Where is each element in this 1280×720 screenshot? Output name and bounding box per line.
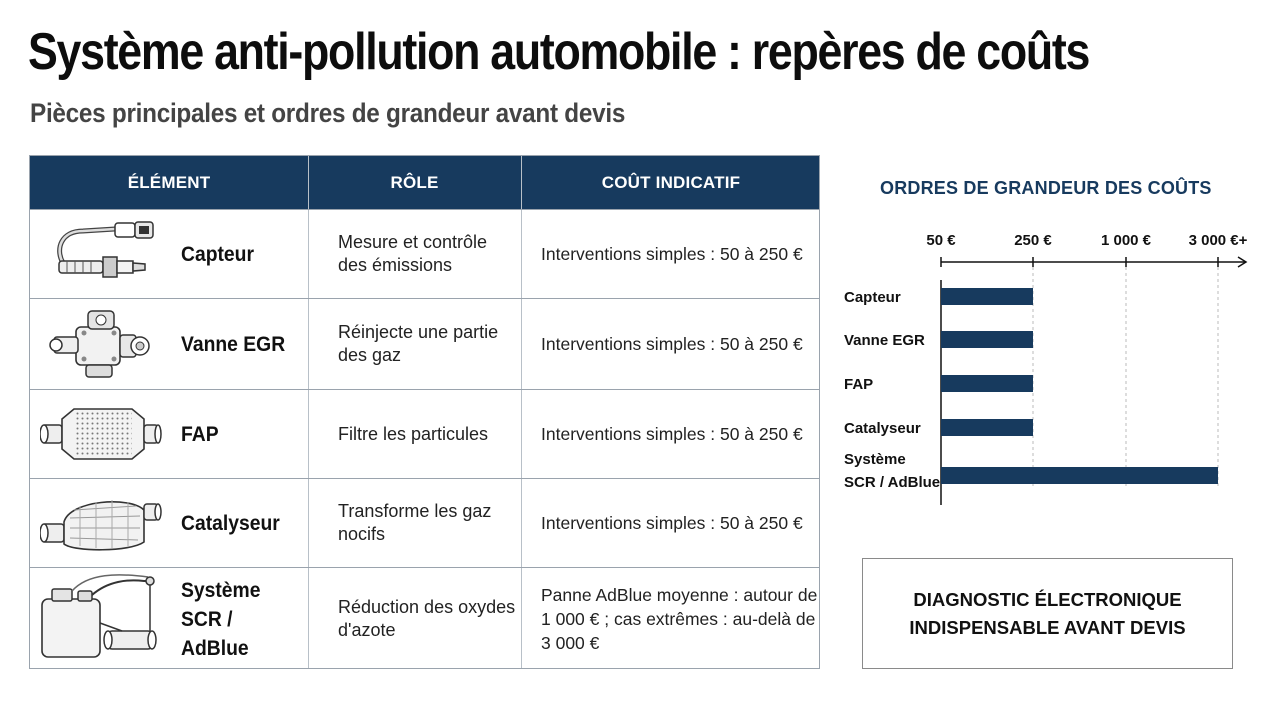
cost-table: ÉLÉMENT RÔLE COÛT INDICATIF Capteur Mesu… <box>29 155 820 669</box>
scr-adblue-system-icon <box>38 568 163 670</box>
row-name: FAP <box>181 422 219 446</box>
chart-tick-label: 50 € <box>926 232 956 249</box>
row-role: Réduction des oxydes d'azote <box>338 597 516 640</box>
column-divider <box>308 156 309 668</box>
row-role: Filtre les particules <box>338 423 489 444</box>
chart-tick-label: 3 000 €+ <box>1189 232 1248 249</box>
row-name: Capteur <box>181 242 255 266</box>
header-cost: COÛT INDICATIF <box>601 173 741 192</box>
chart-tick-label: 250 € <box>1014 232 1052 249</box>
row-name: Système SCR / AdBlue <box>181 578 261 660</box>
catalytic-converter-icon <box>38 479 163 567</box>
chart-bar <box>941 288 1033 305</box>
row-role: Transforme les gaz nocifs <box>338 501 492 544</box>
particle-filter-icon <box>38 390 163 478</box>
header-role: RÔLE <box>390 173 439 192</box>
chart-category-label: FAP <box>844 376 873 393</box>
page-title: Système anti-pollution automobile : repè… <box>28 23 1090 81</box>
header-element: ÉLÉMENT <box>127 173 211 192</box>
chart-category-label: Catalyseur <box>844 420 921 437</box>
chart-category-label: Capteur <box>844 289 901 306</box>
table-row: Système SCR / AdBlue Réduction des oxyde… <box>30 567 819 670</box>
table-row: Capteur Mesure et contrôle des émissions… <box>30 209 819 298</box>
chart-axis-arrow <box>1237 256 1248 268</box>
egr-valve-icon <box>38 299 163 389</box>
table-row: FAP Filtre les particules Interventions … <box>30 389 819 478</box>
diagnostic-line-2: INDISPENSABLE AVANT DEVIS <box>909 616 1186 638</box>
row-role: Mesure et contrôle des émissions <box>338 232 488 275</box>
chart-tick-label: 1 000 € <box>1101 232 1152 249</box>
chart-category-label: Vanne EGR <box>844 332 925 349</box>
table-row: Catalyseur Transforme les gaz nocifs Int… <box>30 478 819 567</box>
table-header: ÉLÉMENT RÔLE COÛT INDICATIF <box>30 156 819 209</box>
cost-bar-chart: 50 € 250 € 1 000 € 3 000 €+ Capteur Vanne EGR… <box>836 225 1256 515</box>
oxygen-sensor-icon <box>38 210 163 298</box>
chart-bar <box>941 375 1033 392</box>
chart-bar <box>941 467 1218 484</box>
page-subtitle: Pièces principales et ordres de grandeur… <box>30 98 626 128</box>
row-name: Vanne EGR <box>181 332 286 356</box>
chart-category-label: Système SCR / AdBlue <box>844 451 940 491</box>
row-role: Réinjecte une partie des gaz <box>338 322 499 365</box>
diagnostic-note: DIAGNOSTIC ÉLECTRONIQUE INDISPENSABLE AV… <box>862 558 1233 669</box>
row-cost: Interventions simples : 50 à 250 € <box>541 334 803 354</box>
row-name: Catalyseur <box>181 511 280 535</box>
chart-title: ORDRES DE GRANDEUR DES COÛTS <box>880 178 1212 198</box>
diagnostic-line-1: DIAGNOSTIC ÉLECTRONIQUE <box>913 588 1182 610</box>
row-cost: Interventions simples : 50 à 250 € <box>541 244 803 264</box>
row-cost: Panne AdBlue moyenne : autour de 1 000 €… <box>541 585 818 653</box>
table-row: Vanne EGR Réinjecte une partie des gaz I… <box>30 298 819 389</box>
row-cost: Interventions simples : 50 à 250 € <box>541 424 803 444</box>
row-cost: Interventions simples : 50 à 250 € <box>541 513 803 533</box>
chart-bar <box>941 419 1033 436</box>
chart-bar <box>941 331 1033 348</box>
column-divider <box>521 156 522 668</box>
